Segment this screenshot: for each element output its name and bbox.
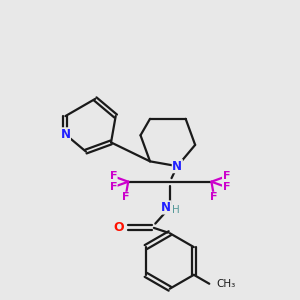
Text: F: F (210, 192, 218, 202)
Text: F: F (223, 171, 230, 181)
Text: CH₃: CH₃ (216, 279, 236, 289)
Text: F: F (122, 192, 129, 202)
Text: H: H (172, 206, 180, 215)
Text: F: F (110, 182, 117, 192)
Text: N: N (161, 201, 171, 214)
Text: F: F (223, 182, 230, 192)
Text: N: N (172, 160, 182, 173)
Text: O: O (113, 221, 124, 234)
Text: F: F (110, 171, 117, 181)
Text: N: N (60, 128, 70, 141)
